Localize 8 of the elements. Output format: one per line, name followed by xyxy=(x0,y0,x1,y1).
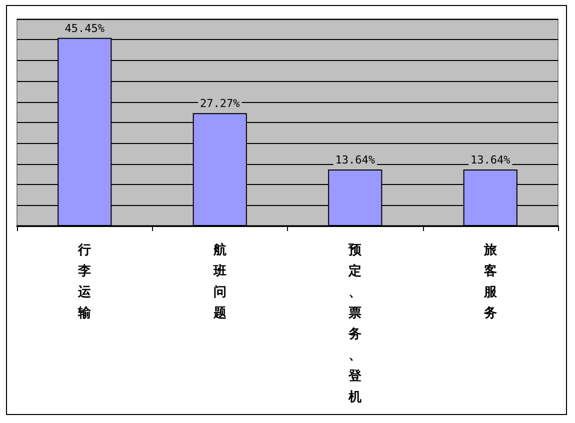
data-label: 13.64% xyxy=(335,154,376,167)
data-label: 27.27% xyxy=(200,97,240,110)
x-tick-label: 航班问题 xyxy=(212,242,226,321)
x-tick-label: 预定、票务、登机 xyxy=(348,243,363,405)
x-tick-label: 旅客服务 xyxy=(482,242,498,321)
data-label: 45.45% xyxy=(64,22,105,35)
x-tick-label: 行李运输 xyxy=(77,243,92,321)
data-label: 13.64% xyxy=(470,154,511,167)
